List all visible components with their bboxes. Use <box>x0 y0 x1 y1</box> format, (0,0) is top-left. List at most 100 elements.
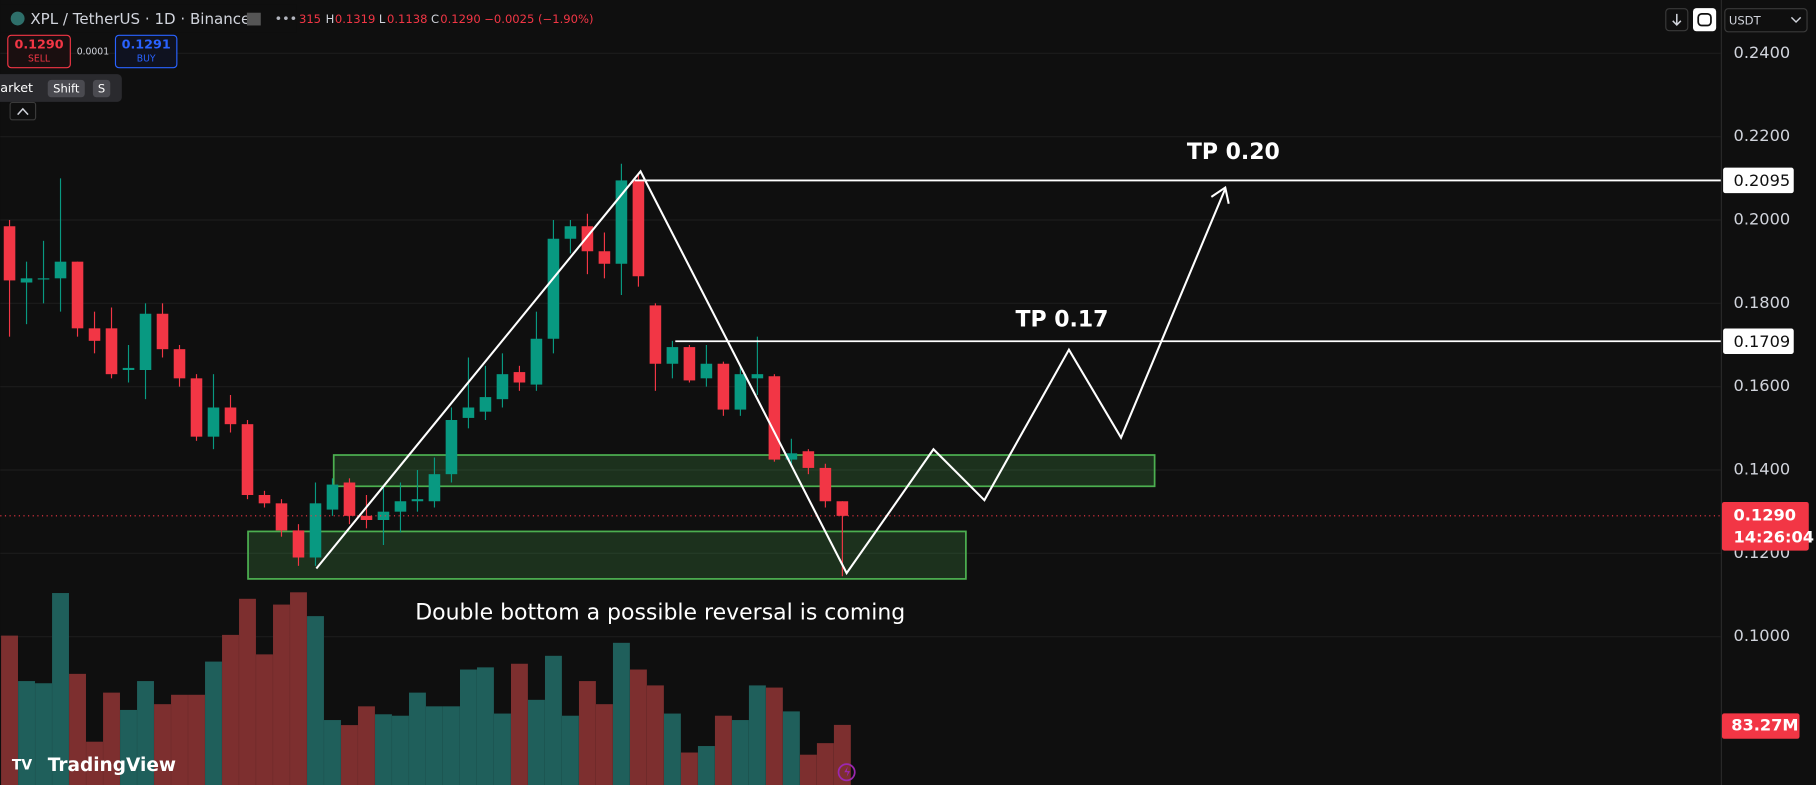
volume-tag <box>1721 713 1800 739</box>
candle-body <box>428 474 441 502</box>
candle-body <box>360 515 373 520</box>
volume-bar <box>307 616 324 785</box>
volume-bar <box>35 683 52 785</box>
projection-path <box>315 169 1227 576</box>
volume-bar <box>341 725 358 785</box>
candle-body <box>530 338 543 385</box>
candle-body <box>513 372 526 383</box>
last-price-label: 0.1290 <box>1734 505 1796 524</box>
flag-icon <box>246 12 261 26</box>
volume-bar <box>510 663 528 785</box>
volume-bar <box>765 687 783 785</box>
candle-body <box>241 424 254 495</box>
sync-button[interactable] <box>1693 8 1717 32</box>
volume-bar <box>239 598 256 785</box>
volume-bar <box>731 720 749 785</box>
volume-bar <box>442 706 460 785</box>
sell-button[interactable] <box>7 34 71 69</box>
candle-body <box>20 278 33 283</box>
sync-icon <box>1697 13 1712 27</box>
levels <box>0 179 1721 517</box>
volume-bar <box>205 661 222 785</box>
price-axis: 0.2400 0.2200 0.2000 0.1800 0.1600 0.1400 0.12… <box>1721 43 1814 739</box>
change: −0.0025 (−1.90%) <box>484 12 593 26</box>
low-value: 0.1138 <box>387 12 427 26</box>
volume-bar <box>816 743 834 785</box>
high-value: 0.1319 <box>335 12 375 26</box>
candle-body <box>190 378 203 437</box>
candle-body <box>479 397 492 412</box>
candles <box>3 163 849 577</box>
alert-bolt <box>844 766 851 777</box>
candle-body <box>309 503 322 558</box>
candle-body <box>734 374 747 410</box>
annotation: TP 0.17 <box>1015 308 1108 333</box>
volume-bar <box>799 754 817 785</box>
volume-bar <box>103 692 120 785</box>
volume-bar <box>646 685 664 785</box>
close-label: C <box>431 12 439 26</box>
candle-body <box>88 328 101 341</box>
arrow-head <box>1210 185 1230 204</box>
level-tag <box>1723 328 1794 354</box>
volume-bar <box>493 713 511 785</box>
volume-bar <box>154 704 171 785</box>
candle-body <box>802 451 815 468</box>
candle-body <box>785 453 798 460</box>
candle-body <box>258 495 271 504</box>
volume-bar <box>612 642 630 785</box>
candle-body <box>224 407 237 425</box>
candle-body <box>275 503 288 531</box>
download-icon <box>1672 13 1682 26</box>
candle-body <box>139 313 152 370</box>
candle-body <box>71 261 84 329</box>
volume-bar <box>578 681 596 785</box>
more-icon: ••• <box>275 12 298 27</box>
candle-body <box>326 484 339 510</box>
volume-bar <box>426 706 443 785</box>
volume-bar <box>748 685 766 785</box>
volume-bar <box>18 681 35 785</box>
candle-body <box>768 376 781 460</box>
candle-body <box>343 482 356 516</box>
key <box>47 79 85 98</box>
spread: 0.0001 <box>77 47 109 58</box>
volume-bar <box>663 713 681 785</box>
volume-bar <box>782 711 800 785</box>
y-tick-label: 0.1000 <box>1734 626 1791 645</box>
candle-body <box>700 363 713 379</box>
candle-body <box>173 349 186 379</box>
volume-bar <box>273 604 290 785</box>
y-tick-label: 0.2000 <box>1734 209 1791 228</box>
dropdown-icon <box>1790 16 1802 23</box>
y-tick-label: 0.1800 <box>1734 293 1791 312</box>
candle-body <box>156 313 169 350</box>
y-tick-label: 0.1600 <box>1734 376 1791 395</box>
candle-body <box>666 347 679 364</box>
high-label: H <box>326 12 335 26</box>
volume-pane <box>1 592 851 785</box>
candle-body <box>564 226 577 239</box>
candle-body <box>3 226 16 281</box>
level-label: 0.1709 <box>1734 332 1791 351</box>
candle-body <box>598 251 611 264</box>
currency-select[interactable] <box>1724 8 1808 33</box>
brand: TradingView <box>48 755 176 776</box>
buy-price: 0.1291 <box>122 38 171 53</box>
volume-bar <box>629 669 647 785</box>
candle-body <box>683 347 696 381</box>
volume-bar <box>459 669 477 785</box>
candle-body <box>445 420 458 475</box>
collapse-button[interactable] <box>9 101 37 121</box>
candle-body <box>751 374 764 379</box>
buy-button[interactable] <box>114 34 178 69</box>
volume-bar <box>392 715 409 785</box>
volume-bar <box>188 694 205 785</box>
candle-body <box>717 363 730 410</box>
volume-bar <box>561 715 579 785</box>
volume-bar <box>544 655 562 785</box>
key <box>92 79 111 98</box>
candle-body <box>292 530 305 558</box>
candle-body <box>547 238 560 339</box>
